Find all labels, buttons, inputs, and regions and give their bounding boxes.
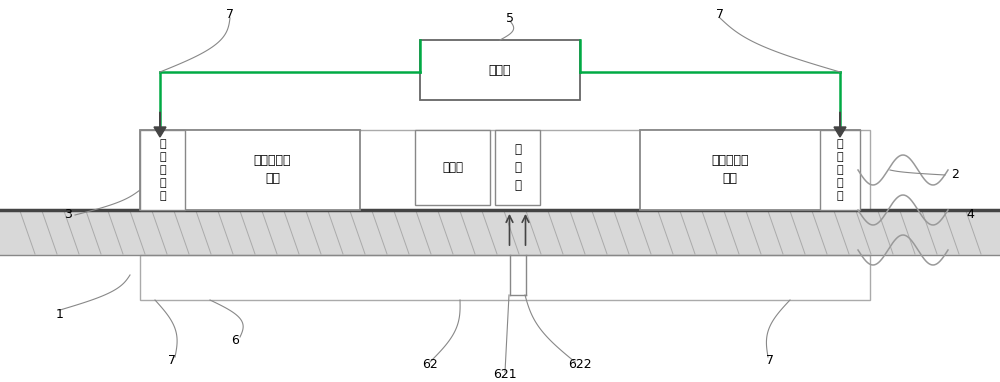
Text: 执
行
器: 执 行 器	[514, 143, 521, 192]
FancyArrow shape	[154, 112, 166, 137]
Bar	[640, 130, 860, 210]
Text: 622: 622	[568, 358, 592, 372]
FancyArrow shape	[834, 112, 846, 137]
Text: 7: 7	[766, 353, 774, 366]
Bar	[140, 130, 360, 210]
Text: 3: 3	[64, 209, 72, 222]
Bar	[495, 130, 540, 205]
Text: 第二速度测
控箱: 第二速度测 控箱	[711, 154, 749, 186]
Text: 7: 7	[716, 8, 724, 21]
Text: 5: 5	[506, 11, 514, 24]
Bar	[140, 255, 870, 300]
Text: 挡车器: 挡车器	[442, 161, 463, 174]
Text: 7: 7	[168, 353, 176, 366]
Text: 62: 62	[422, 358, 438, 372]
Text: 综控阀: 综控阀	[489, 63, 511, 76]
Bar	[0, 210, 1000, 255]
Text: 7: 7	[226, 8, 234, 21]
Text: 第一速度测
控箱: 第一速度测 控箱	[254, 154, 291, 186]
Bar	[820, 130, 860, 210]
Bar	[140, 130, 185, 210]
Text: 第
二
气
控
阀: 第 二 气 控 阀	[837, 139, 843, 201]
Text: 2: 2	[951, 168, 959, 181]
Bar	[415, 130, 490, 205]
Text: 1: 1	[56, 309, 64, 322]
Text: 6: 6	[231, 333, 239, 346]
Text: 4: 4	[966, 209, 974, 222]
Bar	[420, 40, 580, 100]
Text: 621: 621	[493, 369, 517, 382]
Bar	[140, 130, 870, 210]
Text: 第
一
气
控
阀: 第 一 气 控 阀	[159, 139, 166, 201]
